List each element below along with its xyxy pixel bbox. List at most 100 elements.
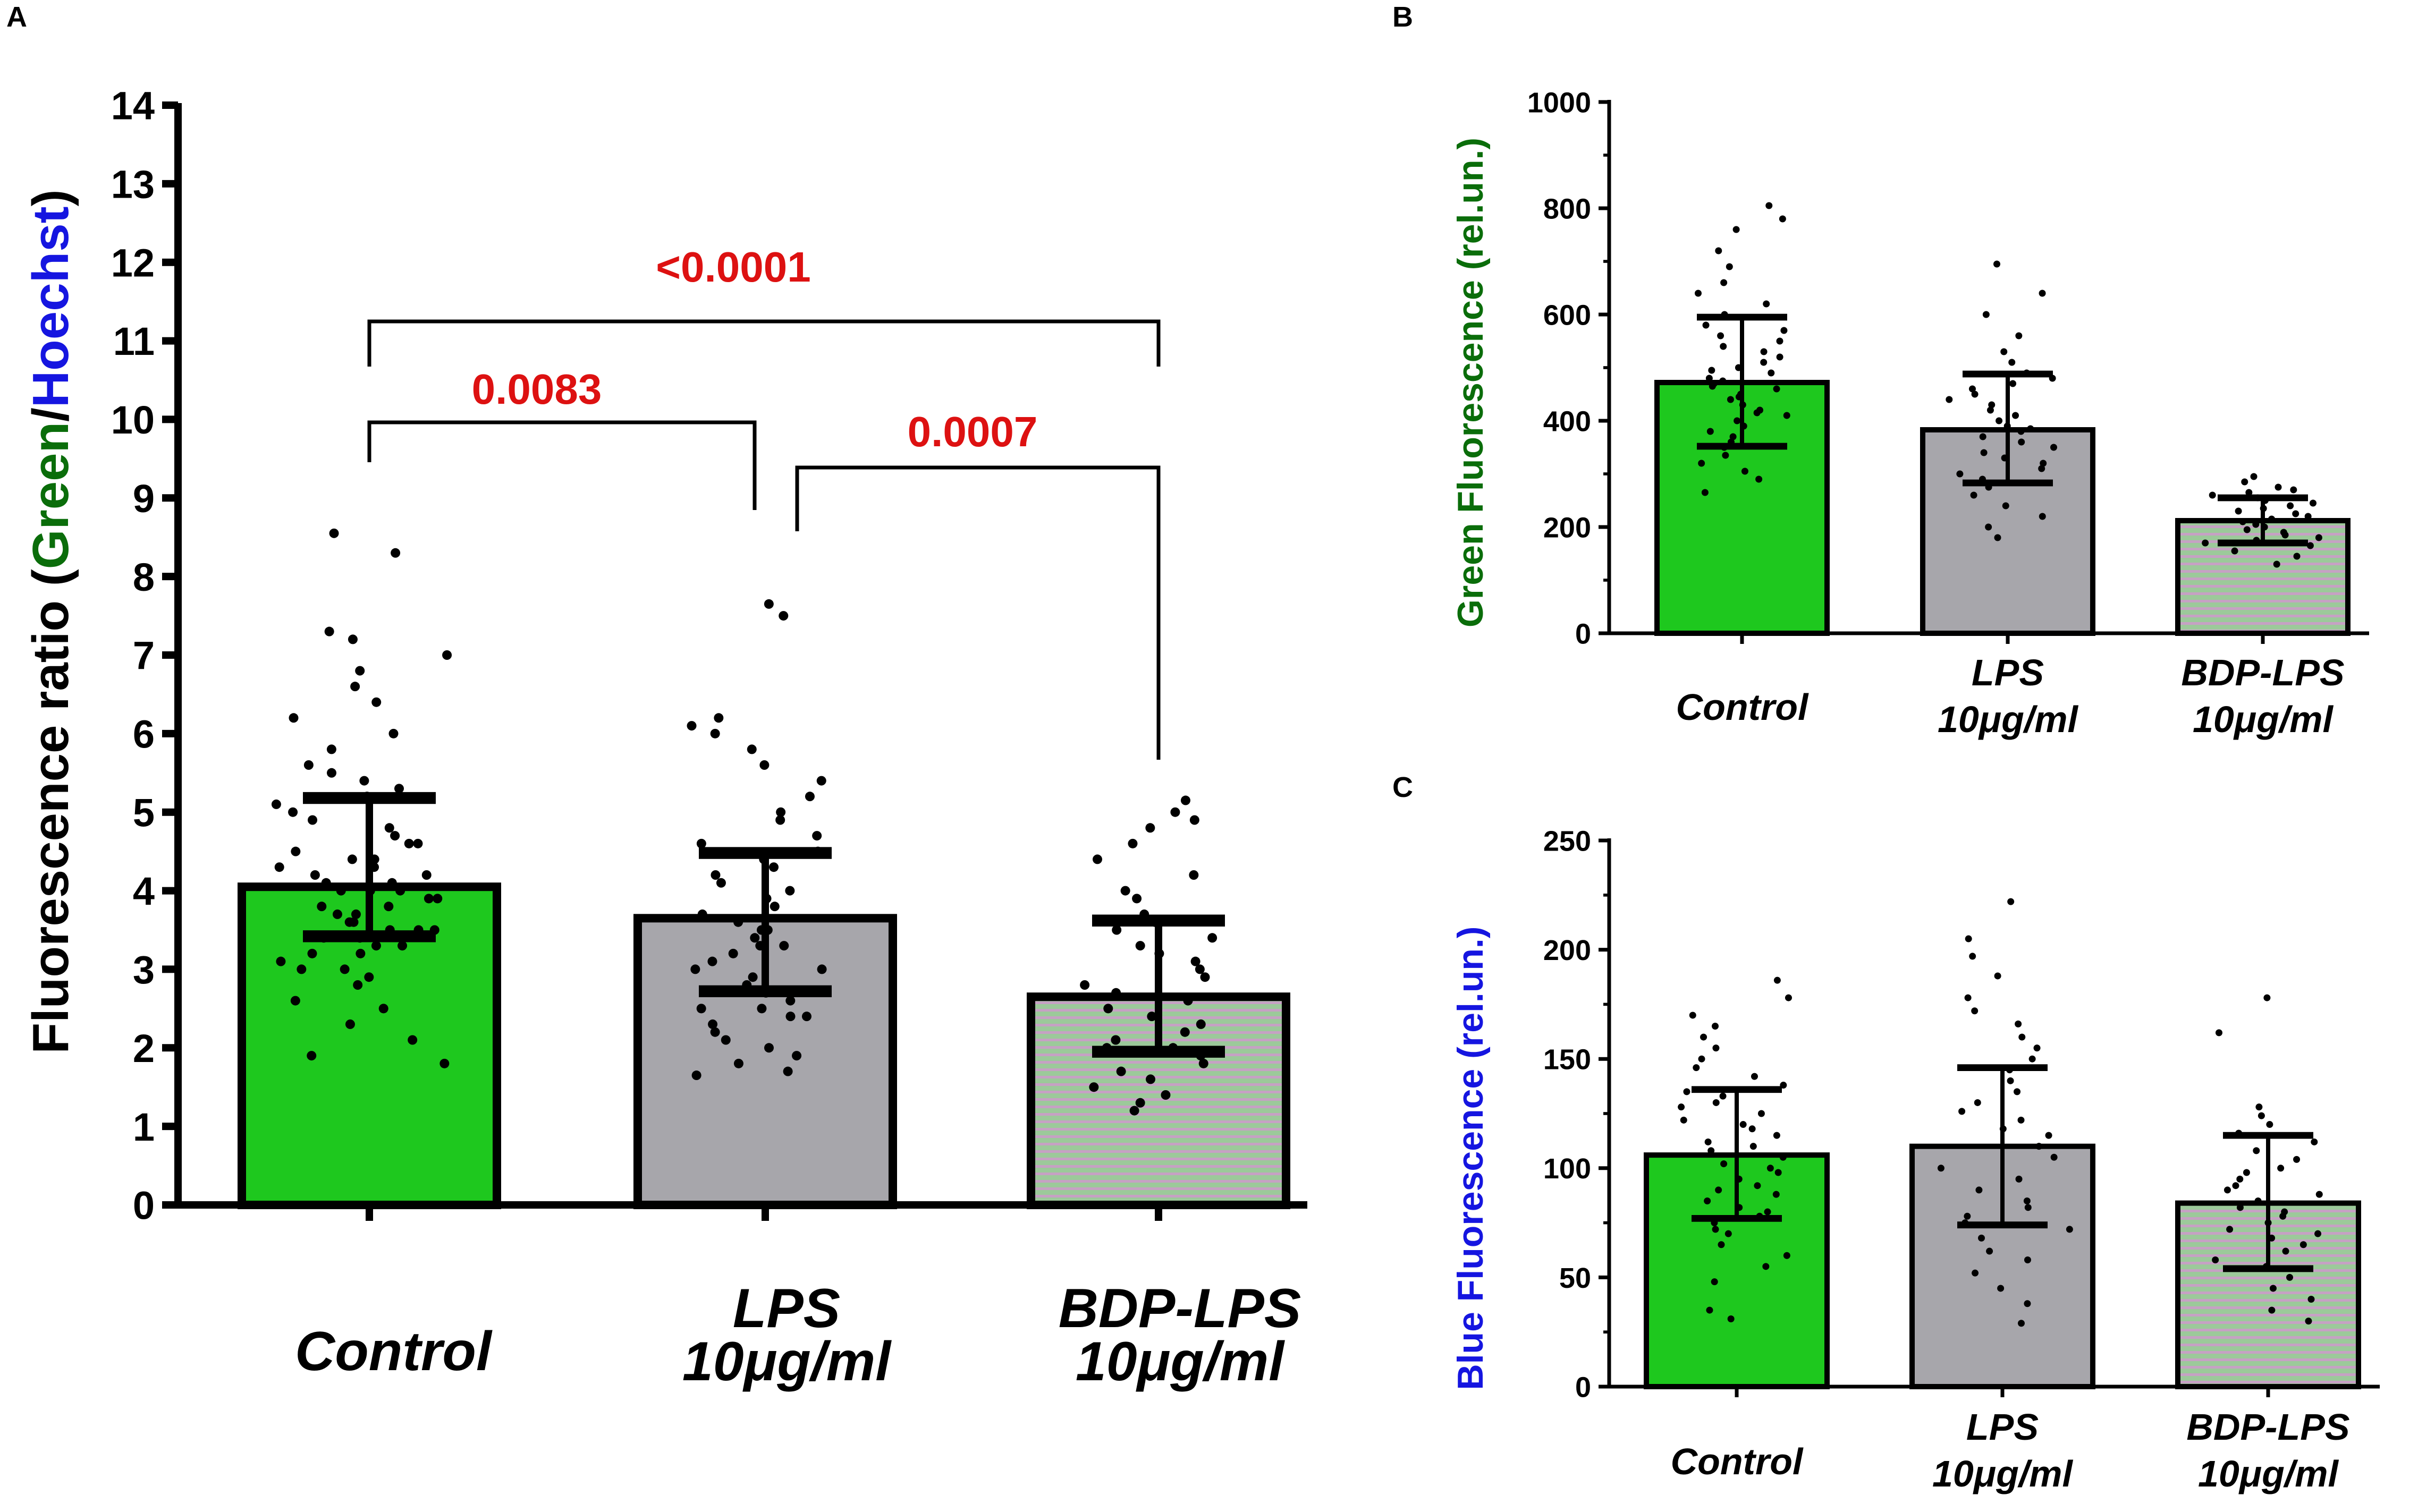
panel-b-y-tick-label: 1000 (1527, 87, 1591, 118)
panel-a-data-point (404, 838, 414, 848)
panel-a-data-point (433, 894, 443, 904)
panel-b-data-point (1710, 380, 1718, 387)
panel-c-data-point (2286, 1273, 2294, 1281)
panel-c-data-point (2305, 1318, 2312, 1325)
panel-c-data-point (1700, 1033, 1707, 1041)
panel-c-y-tick-label: 200 (1543, 935, 1591, 966)
panel-a-data-point (359, 776, 369, 786)
panel-a-y-tick-label: 11 (113, 319, 155, 363)
panel-b-data-point (1971, 390, 1979, 398)
panel-c-data-point (1986, 1247, 1993, 1255)
panel-a-data-point (708, 1019, 718, 1029)
panel-a-y-tick-label: 1 (133, 1105, 155, 1149)
panel-a-data-point (1189, 870, 1199, 880)
panel-c-data-point (1958, 1108, 1966, 1115)
panel-c-data-point (2007, 898, 2015, 905)
panel-c-data-point (1773, 976, 1781, 984)
panel-a-data-point (355, 666, 365, 676)
panel-b-data-point (1970, 491, 1977, 499)
panel-a-data-point (770, 902, 780, 912)
panel-b-data-point (1956, 470, 1964, 478)
panel-a-data-point (783, 1066, 793, 1076)
panel-c-data-point (1783, 1252, 1790, 1259)
panel-a-data-point (1132, 894, 1142, 904)
panel-c-data-point (1719, 1092, 1727, 1100)
panel-b-data-point (1729, 433, 1737, 440)
panel-b-data-point (2280, 529, 2287, 536)
panel-b-data-point (1985, 523, 1992, 531)
panel-c-data-point (2243, 1169, 2250, 1176)
panel-c-data-point (1720, 1160, 1728, 1168)
panel-a-data-point (413, 838, 423, 848)
panel-a-y-tick-label: 7 (133, 634, 155, 678)
panel-a-category-label: 10μg/ml (682, 1331, 892, 1392)
panel-b-data-point (1979, 433, 1986, 440)
panel-b-data-point (1698, 460, 1705, 467)
panel-b-data-point (2241, 478, 2248, 486)
panel-a-data-point (1120, 886, 1130, 896)
panel-b-y-tick-label: 0 (1575, 618, 1591, 650)
panel-a-data-point (710, 1027, 720, 1037)
panel-a-data-point (748, 972, 758, 982)
panel-c-data-point (2014, 1088, 2021, 1095)
panel-c-category-label: LPS (1966, 1406, 2039, 1448)
panel-c-data-point (2281, 1208, 2288, 1216)
panel-c-data-point (1706, 1306, 1713, 1314)
panel-c-y-tick-label: 250 (1543, 825, 1591, 857)
panel-b-data-point (1780, 327, 1788, 334)
panel-c-data-point (2266, 1121, 2273, 1128)
panel-c-data-point (1772, 1191, 1780, 1198)
panel-c-data-point (2017, 1320, 2025, 1327)
panel-b-data-point (1702, 321, 1710, 329)
panel-b-data-point (1768, 369, 1775, 377)
panel-a-ylabel-part: ) (22, 189, 79, 206)
panel-a-data-point (348, 634, 358, 644)
panel-c-data-point (1698, 1055, 1705, 1063)
panel-a-data-point (398, 941, 408, 951)
panel-a-data-point (721, 1035, 731, 1045)
panel-b-data-point (1760, 359, 1768, 366)
panel-a-y-tick-label: 3 (133, 948, 155, 992)
panel-b-y-tick-label: 400 (1543, 405, 1591, 437)
panel-a-data-point (696, 1004, 706, 1014)
panel-c-data-point (1997, 1285, 2005, 1292)
panel-b-data-point (1694, 290, 1702, 297)
panel-a-y-tick-label: 8 (133, 555, 155, 599)
panel-a-data-point (288, 807, 298, 817)
panel-c-data-point (2236, 1204, 2244, 1211)
panel-b-data-point (1706, 428, 1714, 435)
panel-b-data-point (2039, 513, 2046, 520)
panel-c-data-point (1715, 1186, 1722, 1194)
panel-b-data-point (2245, 489, 2253, 496)
panel-c-data-point (1712, 1044, 1720, 1052)
panel-a-data-point (326, 768, 336, 778)
panel-a-data-point (303, 760, 314, 770)
panel-b-data-point (2292, 510, 2299, 517)
panel-a-data-point (351, 909, 361, 919)
panel-a-y-tick-label: 12 (111, 241, 155, 285)
panel-c-data-point (1707, 1147, 1715, 1154)
panel-a-data-point (324, 626, 334, 636)
panel-b-data-point (1776, 337, 1783, 345)
panel-a-data-point (792, 1051, 802, 1061)
panel-a-data-point (769, 862, 779, 872)
panel-b-data-point (2039, 290, 2046, 297)
panel-c-data-point (1727, 1315, 1735, 1323)
panel-c-data-point (1969, 953, 1976, 960)
panel-a-data-point (297, 964, 307, 974)
panel-a-data-point (785, 996, 796, 1006)
panel-c-data-point (1711, 1023, 1719, 1030)
panel-c-data-point (2293, 1156, 2301, 1163)
panel-b-data-point (2040, 460, 2047, 467)
panel-a-data-point (276, 956, 286, 966)
panel-c-data-point (1937, 1165, 1944, 1172)
panel-b-data-point (1717, 332, 1724, 339)
panel-b-category-label: LPS (1972, 652, 2044, 693)
panel-c-data-point (1762, 1263, 1770, 1270)
panel-a-data-point (759, 760, 770, 770)
panel-b-data-point (1755, 475, 1763, 483)
panel-c-data-point (1751, 1073, 1758, 1080)
panel-b-data-point (2050, 444, 2058, 451)
panel-a-data-point (356, 948, 366, 958)
panel-b-data-point (1980, 449, 1988, 456)
